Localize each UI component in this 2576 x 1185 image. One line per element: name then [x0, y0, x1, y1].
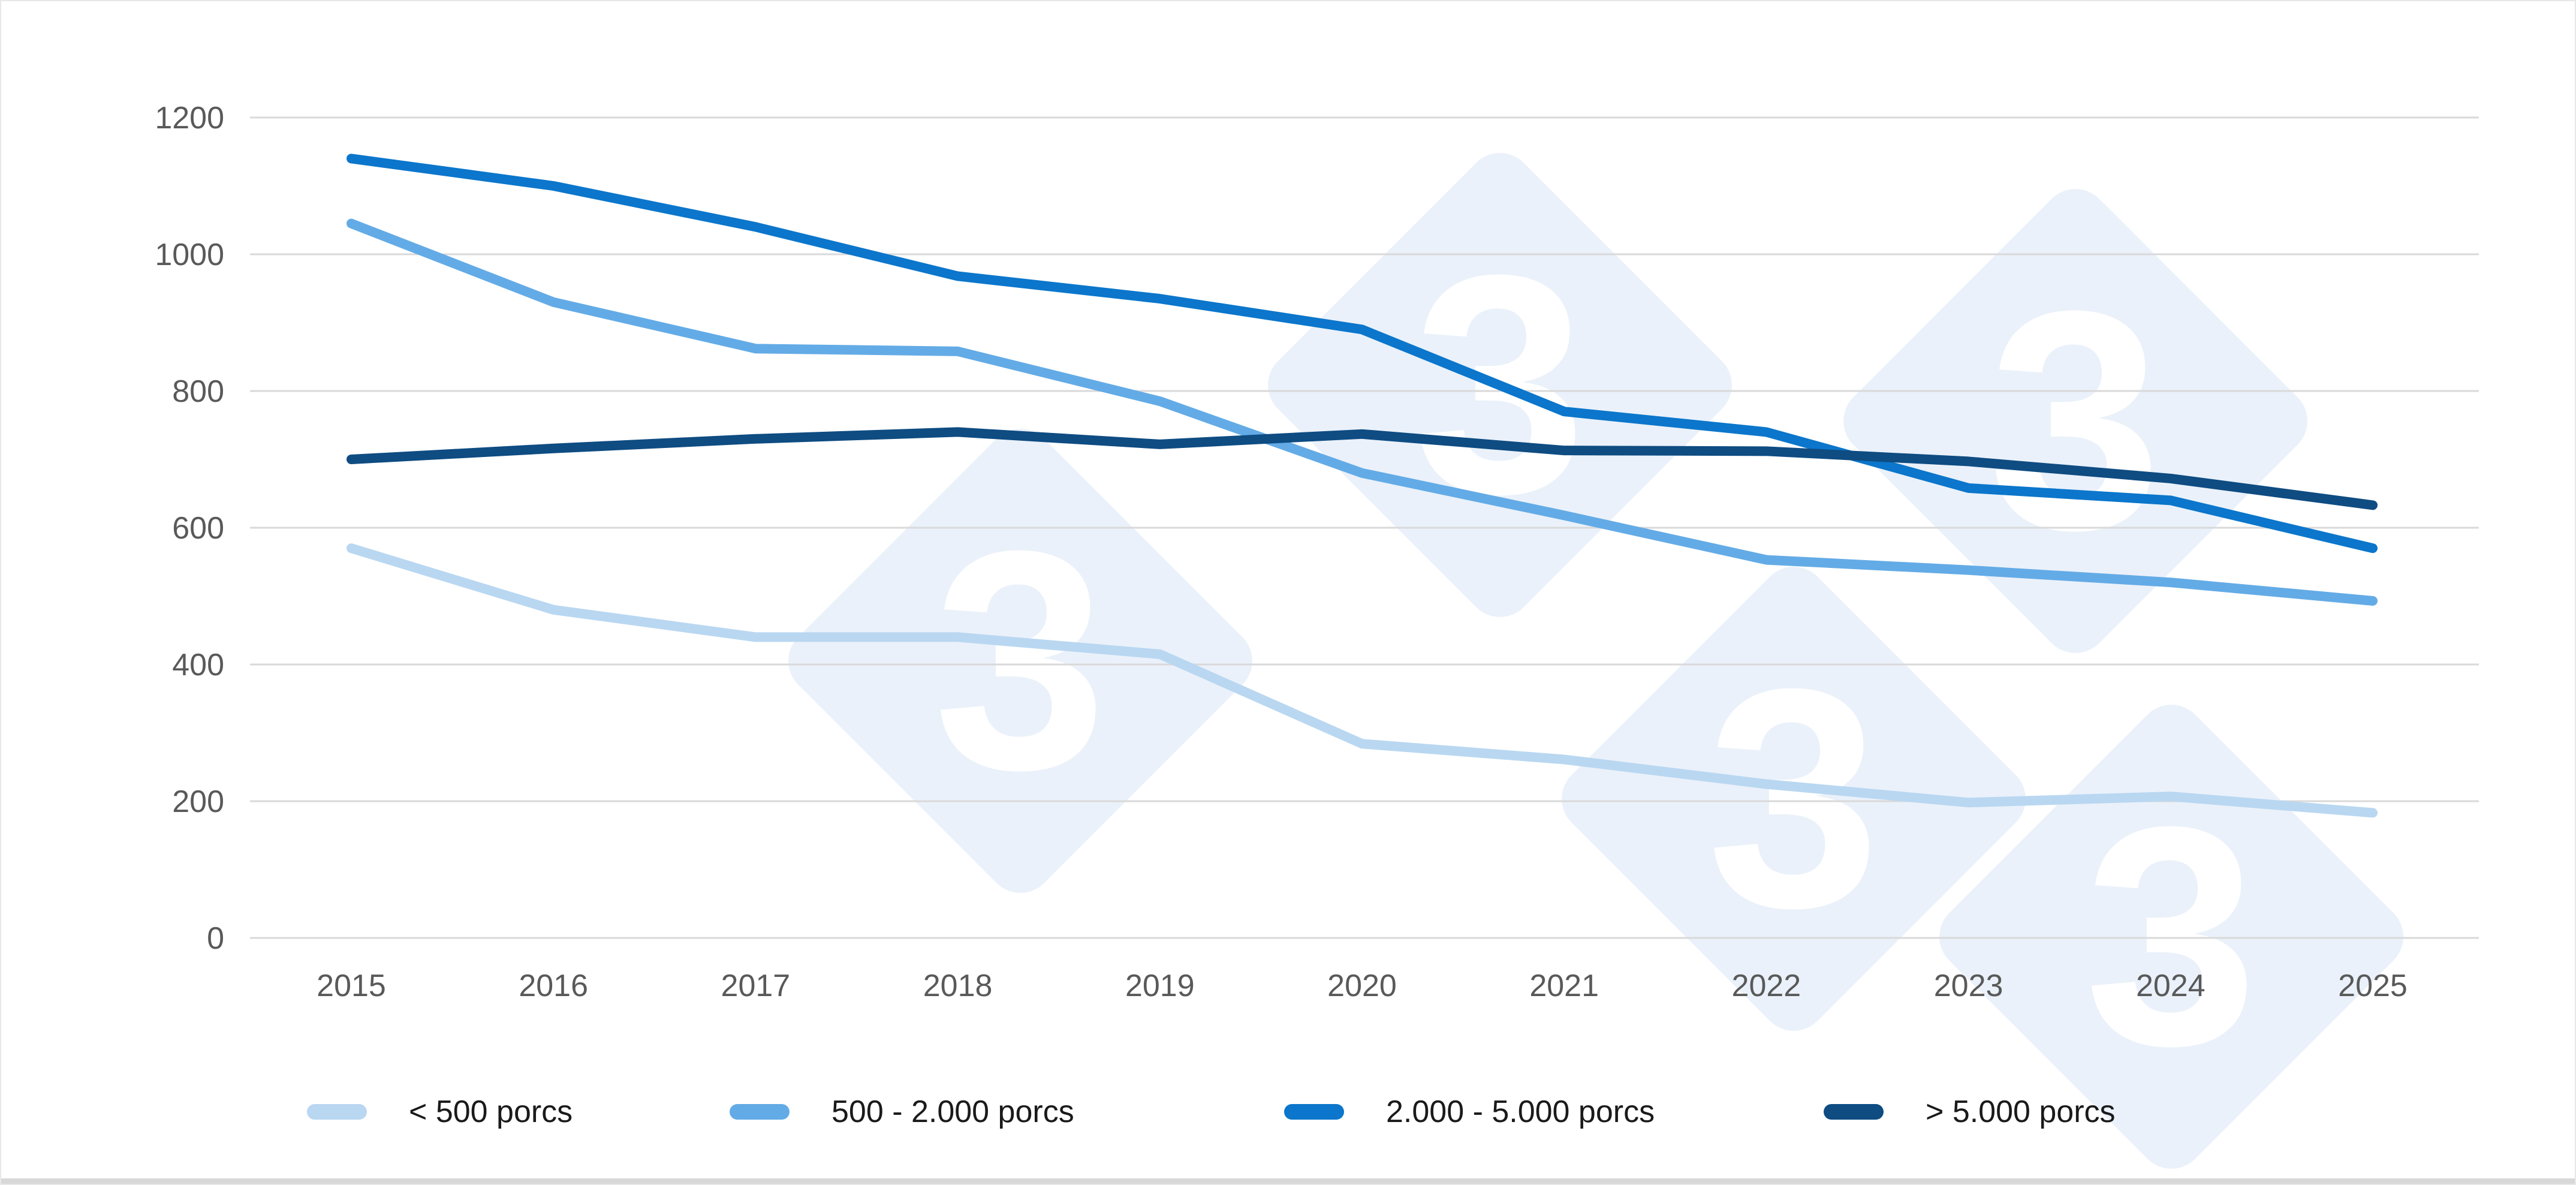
y-axis-tick-label: 400	[172, 648, 224, 682]
legend-label: > 5.000 porcs	[1926, 1094, 2116, 1129]
legend-item: > 5.000 porcs	[1824, 1088, 2116, 1136]
series-line	[347, 427, 2378, 510]
legend-swatch	[307, 1104, 367, 1120]
legend-item: 2.000 - 5.000 porcs	[1284, 1088, 1655, 1136]
legend-item: < 500 porcs	[307, 1088, 573, 1136]
y-axis-tick-label: 600	[172, 511, 224, 546]
x-axis-tick-label-2021: 2021	[1529, 969, 1599, 1003]
chart-legend: < 500 porcs 500 - 2.000 porcs 2.000 - 5.00…	[1, 1088, 2575, 1136]
y-axis-tick-label: 1000	[155, 237, 224, 272]
x-axis-tick-label-2017: 2017	[721, 969, 791, 1003]
x-axis-tick-label-2022: 2022	[1732, 969, 1801, 1003]
legend-swatch	[1284, 1104, 1344, 1120]
x-axis-tick-label-2016: 2016	[519, 969, 588, 1003]
series-line	[347, 154, 2378, 554]
y-axis-tick-label: 800	[172, 374, 224, 409]
legend-swatch	[730, 1104, 790, 1120]
x-axis-tick-label-2015: 2015	[317, 969, 386, 1003]
x-axis-tick-label-2023: 2023	[1934, 969, 2003, 1003]
legend-label: 2.000 - 5.000 porcs	[1386, 1094, 1655, 1129]
x-axis-tick-label-2020: 2020	[1327, 969, 1397, 1003]
y-axis-tick-label: 1200	[155, 101, 224, 136]
series-line	[347, 543, 2378, 818]
x-axis-tick-label-2025: 2025	[2338, 969, 2408, 1003]
series-line	[347, 218, 2378, 606]
legend-item: 500 - 2.000 porcs	[730, 1088, 1074, 1136]
x-axis-tick-label-2019: 2019	[1125, 969, 1195, 1003]
x-axis-tick-label-2024: 2024	[2136, 969, 2206, 1003]
legend-label: < 500 porcs	[409, 1094, 573, 1129]
y-axis-tick-label: 0	[207, 921, 224, 956]
y-axis-tick-label: 200	[172, 784, 224, 819]
bottom-edge-strip	[1, 1178, 2575, 1184]
x-axis-tick-label-2018: 2018	[923, 969, 993, 1003]
legend-label: 500 - 2.000 porcs	[831, 1094, 1074, 1129]
legend-swatch	[1824, 1104, 1884, 1120]
